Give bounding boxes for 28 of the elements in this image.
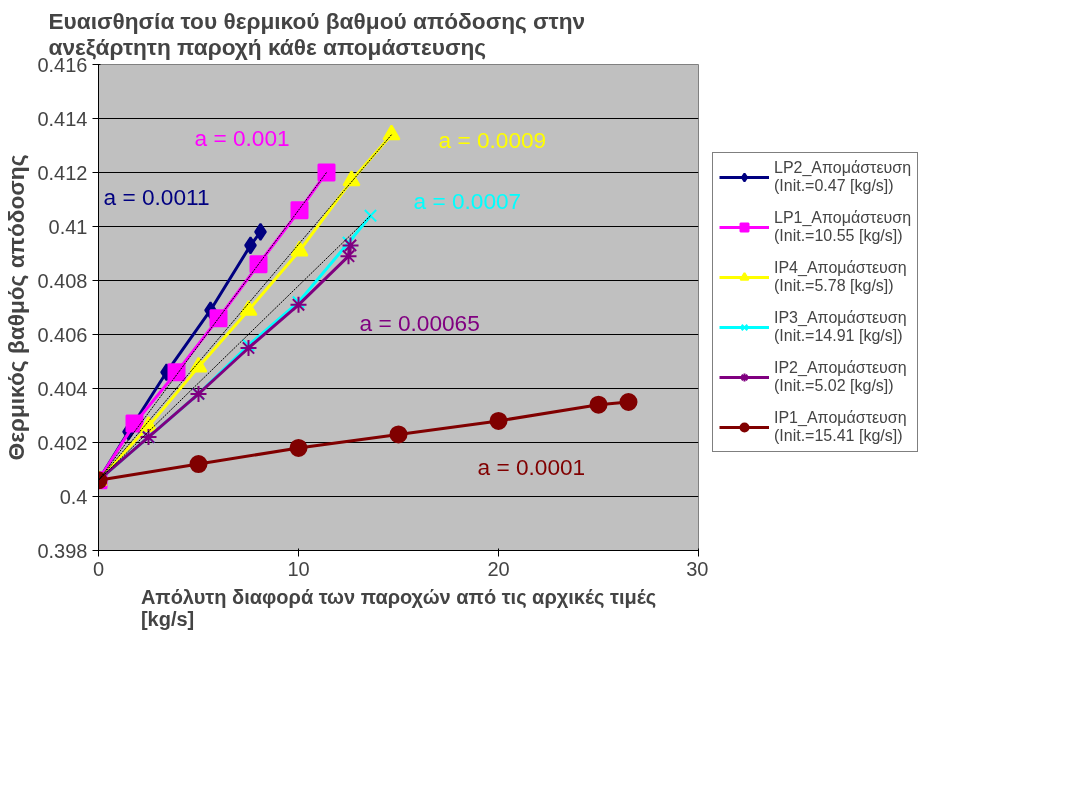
y-tick-label: 0.41 (48, 215, 88, 238)
annotation: a = 0.0009 (438, 126, 547, 153)
annotation: a = 0.0011 (103, 183, 210, 210)
x-tick-label: 30 (686, 557, 709, 580)
y-tick-label: 0.4 (59, 485, 88, 508)
x-axis-title: Απόλυτη διαφορά των παροχών από τις αρχικές τιμές [kg/s] (140, 585, 657, 630)
legend-label: IP3_Απομάστευση (Init.=14.91 [kg/s]) (774, 309, 907, 345)
annotation: a = 0.0007 (413, 187, 522, 214)
x-tick-label: 20 (487, 557, 510, 580)
x-tick-label: 10 (287, 557, 310, 580)
legend-label: IP1_Απομάστευση (Init.=15.41 [kg/s]) (774, 409, 907, 445)
legend-label: LP1_Απομάστευση (Init.=10.55 [kg/s]) (774, 209, 912, 245)
chart-title: Ευαισθησία του θερμικού βαθμού απόδοσης στην ανεξάρτητη παροχή κάθε απομάστευσης (48, 7, 586, 60)
legend-label: LP2_Απομάστευση (Init.=0.47 [kg/s]) (774, 159, 912, 195)
y-tick-label: 0.402 (37, 431, 88, 454)
legend-label: IP2_Απομάστευση (Init.=5.02 [kg/s]) (774, 359, 907, 395)
y-tick-label: 0.408 (37, 269, 88, 292)
y-tick-label: 0.398 (37, 539, 88, 562)
y-tick-label: 0.404 (37, 377, 88, 400)
legend-label: IP4_Απομάστευση (Init.=5.78 [kg/s]) (774, 259, 907, 295)
y-tick-label: 0.406 (37, 323, 88, 346)
annotation: a = 0.001 (194, 124, 290, 151)
annotation: a = 0.0001 (477, 454, 586, 480)
y-tick-label: 0.414 (37, 107, 88, 130)
x-tick-label: 0 (92, 557, 105, 580)
annotation: a = 0.00065 (359, 310, 480, 337)
y-tick-label: 0.412 (37, 161, 88, 184)
y-axis-title: Θερμικός βαθμός απόδοσης (3, 154, 30, 461)
